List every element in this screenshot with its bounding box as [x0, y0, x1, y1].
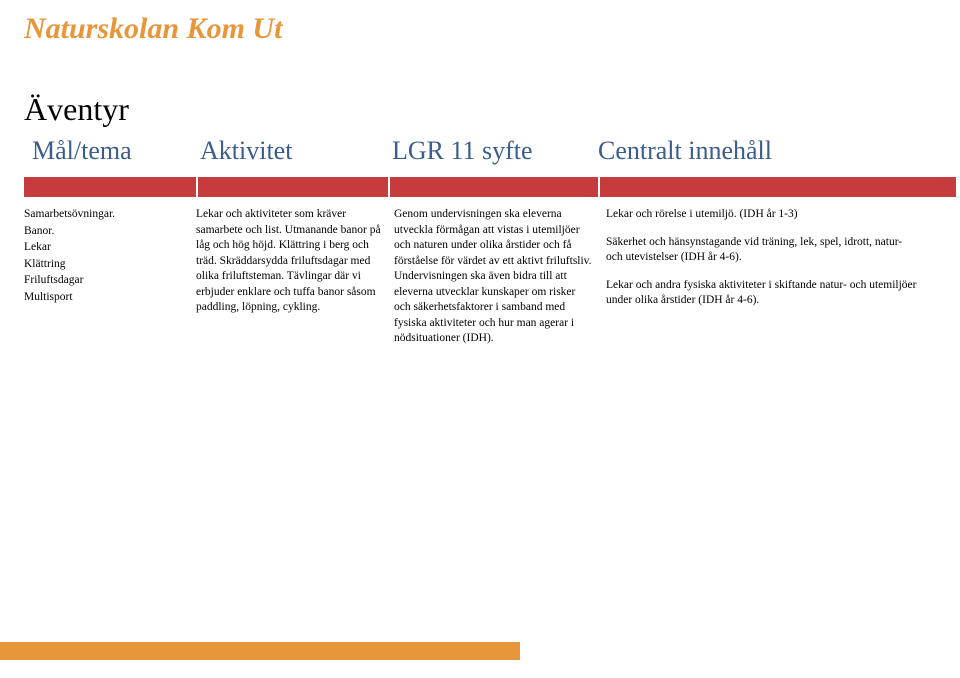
centralt-p1: Lekar och rörelse i utemiljö. (IDH år 1-… — [606, 207, 920, 223]
table-header-row: Mål/tema Aktivitet LGR 11 syfte Centralt… — [0, 132, 960, 177]
accent-seg-3 — [388, 177, 598, 197]
aktivitet-text: Lekar och aktiviteter som kräver samarbe… — [196, 207, 382, 316]
syfte-text: Genom undervisningen ska eleverna utveck… — [394, 207, 594, 347]
list-item: Multisport — [24, 290, 184, 306]
footer-accent-bar — [0, 642, 520, 660]
header-col3: LGR 11 syfte — [384, 132, 590, 174]
centralt-p2: Säkerhet och hänsynstagande vid träning,… — [606, 235, 920, 266]
header-col4: Centralt innehåll — [590, 132, 780, 174]
col-centralt: Lekar och rörelse i utemiljö. (IDH år 1-… — [606, 207, 932, 347]
list-item: Klättring — [24, 257, 184, 273]
header-col2: Aktivitet — [192, 132, 384, 174]
col-aktivitet: Lekar och aktiviteter som kräver samarbe… — [196, 207, 394, 347]
list-item: Lekar — [24, 240, 184, 256]
centralt-p3: Lekar och andra fysiska aktiviteter i sk… — [606, 278, 920, 309]
list-item: Samarbetsövningar. — [24, 207, 184, 223]
col-maltema: Samarbetsövningar. Banor. Lekar Klättrin… — [24, 207, 196, 347]
col-syfte: Genom undervisningen ska eleverna utveck… — [394, 207, 606, 347]
section-title: Äventyr — [0, 46, 960, 132]
accent-seg-2 — [196, 177, 388, 197]
content-row: Samarbetsövningar. Banor. Lekar Klättrin… — [24, 197, 932, 347]
header-col1: Mål/tema — [24, 132, 192, 174]
page-title: Naturskolan Kom Ut — [0, 0, 960, 46]
accent-seg-4 — [598, 177, 956, 197]
accent-bar — [24, 177, 956, 197]
list-item: Banor. — [24, 224, 184, 240]
list-item: Friluftsdagar — [24, 273, 184, 289]
accent-seg-1 — [24, 177, 196, 197]
